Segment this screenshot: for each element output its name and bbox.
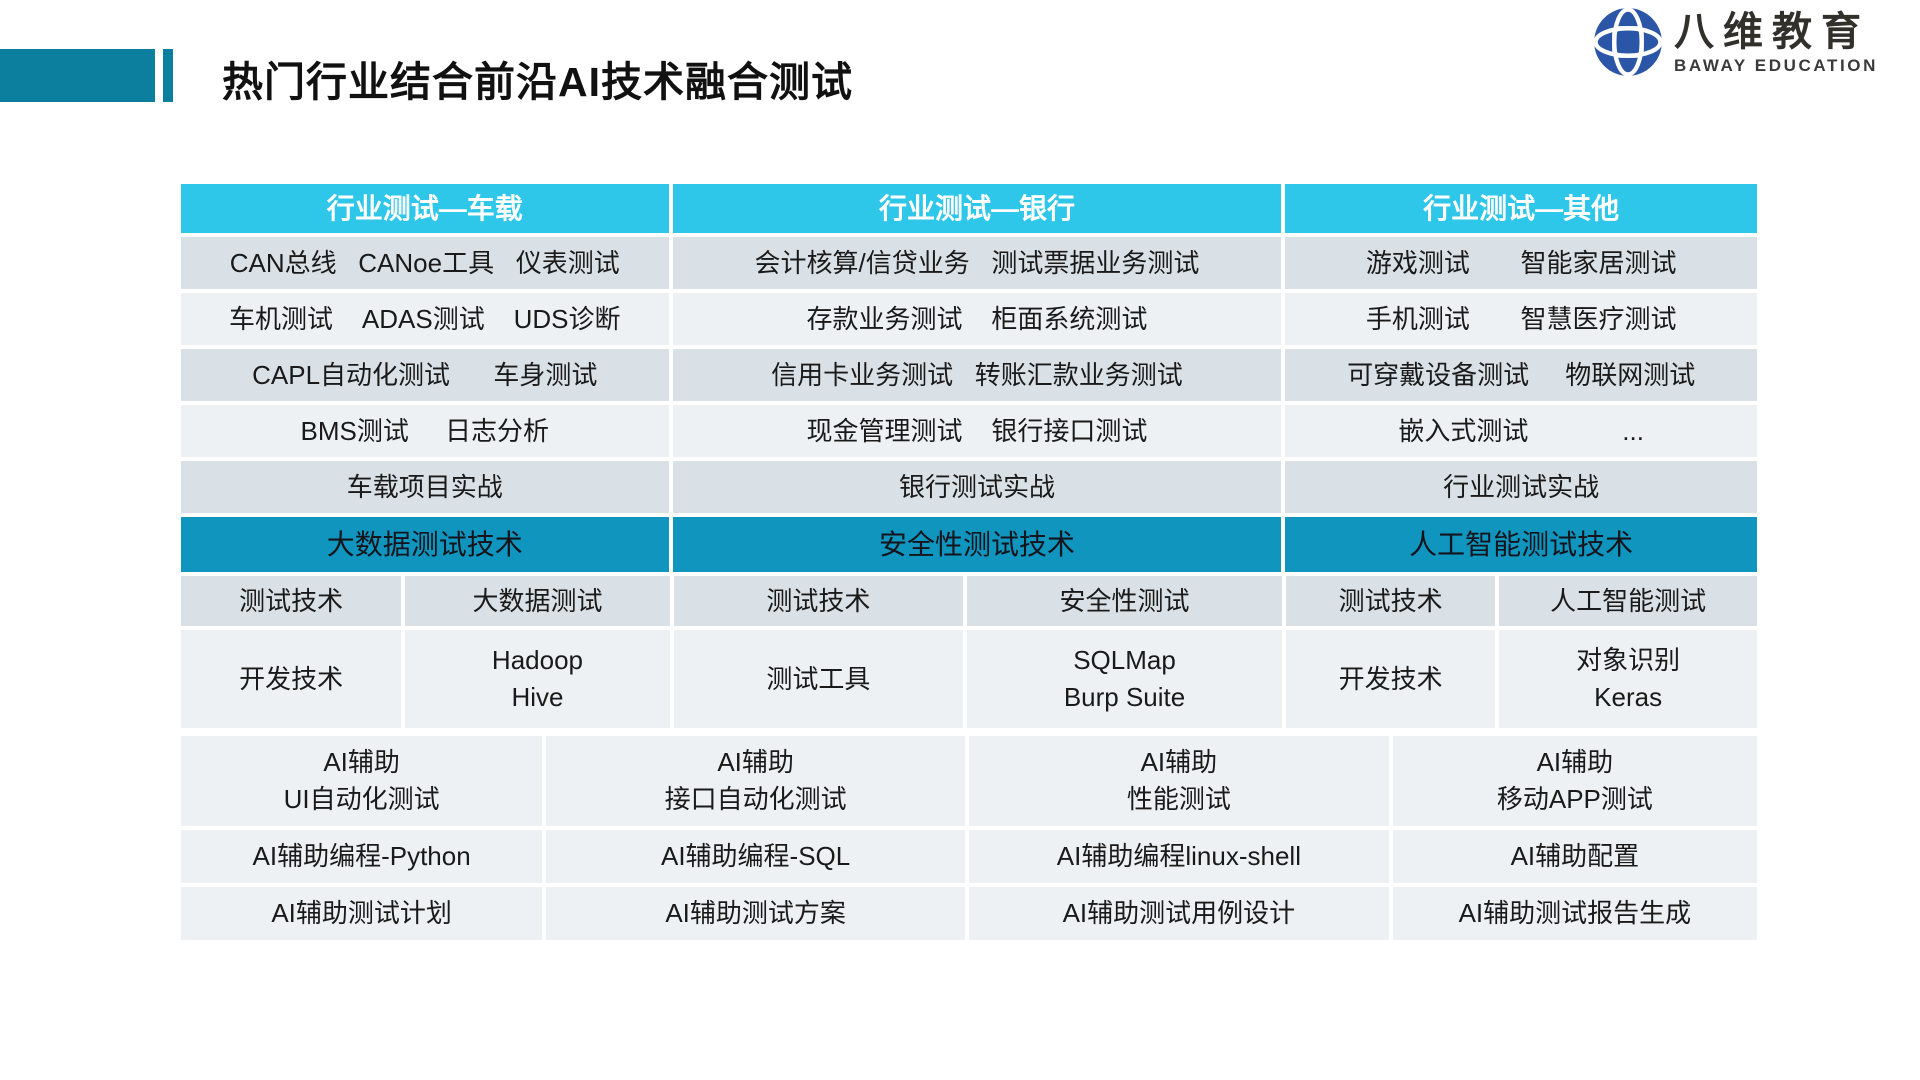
table-cell: AI辅助 UI自动化测试: [181, 736, 543, 826]
table-cell: 嵌入式测试 ...: [1285, 405, 1757, 457]
curriculum-table: 行业测试—车载 行业测试—银行 行业测试—其他 CAN总线 CANoe工具 仪表…: [181, 184, 1757, 940]
table-cell: SQLMap Burp Suite: [967, 630, 1282, 728]
table-cell: 车机测试 ADAS测试 UDS诊断: [181, 293, 669, 345]
table-cell: AI辅助编程-Python: [181, 830, 543, 883]
table-cell: 安全性测试: [967, 576, 1282, 626]
table-cell: 测试技术: [673, 576, 964, 626]
left-accent-rect: [0, 49, 155, 102]
table-cell: AI辅助测试计划: [181, 887, 543, 940]
globe-icon: [1593, 7, 1663, 77]
table-cell: AI辅助编程linux-shell: [969, 830, 1389, 883]
header-bigdata-testing: 大数据测试技术: [181, 517, 669, 572]
table-cell: CAN总线 CANoe工具 仪表测试: [181, 237, 669, 289]
table-cell: 对象识别 Keras: [1499, 630, 1757, 728]
logo-text-en: BAWAY EDUCATION: [1674, 56, 1878, 75]
table-cell: 测试技术: [1286, 576, 1496, 626]
table-cell: BMS测试 日志分析: [181, 405, 669, 457]
header-ai-testing: 人工智能测试技术: [1285, 517, 1757, 572]
table-cell: AI辅助测试用例设计: [969, 887, 1389, 940]
table-cell: 信用卡业务测试 转账汇款业务测试: [672, 349, 1282, 401]
table-cell: 开发技术: [1286, 630, 1496, 728]
table-cell: 现金管理测试 银行接口测试: [672, 405, 1282, 457]
industry-rows: CAN总线 CANoe工具 仪表测试 会计核算/信贷业务 测试票据业务测试 游戏…: [181, 237, 1757, 513]
table-cell: AI辅助测试方案: [546, 887, 965, 940]
table-cell: 开发技术: [181, 630, 402, 728]
table-cell: 会计核算/信贷业务 测试票据业务测试: [672, 237, 1282, 289]
tech-header-row: 大数据测试技术 安全性测试技术 人工智能测试技术: [181, 517, 1757, 572]
table-cell: 存款业务测试 柜面系统测试: [672, 293, 1282, 345]
table-cell: AI辅助配置: [1392, 830, 1757, 883]
table-cell: 可穿戴设备测试 物联网测试: [1285, 349, 1757, 401]
table-cell: 人工智能测试: [1499, 576, 1757, 626]
table-cell: 测试工具: [673, 630, 964, 728]
table-cell: 测试技术: [181, 576, 402, 626]
table-cell: AI辅助 性能测试: [969, 736, 1389, 826]
page-title: 热门行业结合前沿AI技术融合测试: [222, 59, 853, 105]
table-cell: 银行测试实战: [672, 461, 1282, 513]
table-cell: Hadoop Hive: [405, 630, 670, 728]
table-cell: 大数据测试: [405, 576, 670, 626]
industry-header-row: 行业测试—车载 行业测试—银行 行业测试—其他: [181, 184, 1757, 233]
ai-rows: AI辅助 UI自动化测试 AI辅助 接口自动化测试 AI辅助 性能测试 AI辅助…: [181, 736, 1757, 940]
table-cell: 手机测试 智慧医疗测试: [1285, 293, 1757, 345]
table-cell: AI辅助 接口自动化测试: [546, 736, 965, 826]
table-cell: AI辅助 移动APP测试: [1392, 736, 1757, 826]
table-cell: 行业测试实战: [1285, 461, 1757, 513]
logo-text: 八维教育 BAWAY EDUCATION: [1674, 6, 1878, 76]
table-cell: AI辅助测试报告生成: [1392, 887, 1757, 940]
left-accent-bar: [163, 49, 173, 102]
logo: 八维教育 BAWAY EDUCATION: [1592, 6, 1878, 78]
table-cell: 车载项目实战: [181, 461, 669, 513]
logo-text-cn: 八维教育: [1674, 10, 1870, 54]
header-security-testing: 安全性测试技术: [672, 517, 1282, 572]
table-cell: CAPL自动化测试 车身测试: [181, 349, 669, 401]
header-industry-bank: 行业测试—银行: [672, 184, 1282, 233]
table-cell: AI辅助编程-SQL: [546, 830, 965, 883]
tech-rows: 测试技术 大数据测试 测试技术 安全性测试 测试技术 人工智能测试 开发技术 H…: [181, 576, 1757, 728]
header-industry-other: 行业测试—其他: [1285, 184, 1757, 233]
header-industry-vehicle: 行业测试—车载: [181, 184, 669, 233]
table-cell: 游戏测试 智能家居测试: [1285, 237, 1757, 289]
